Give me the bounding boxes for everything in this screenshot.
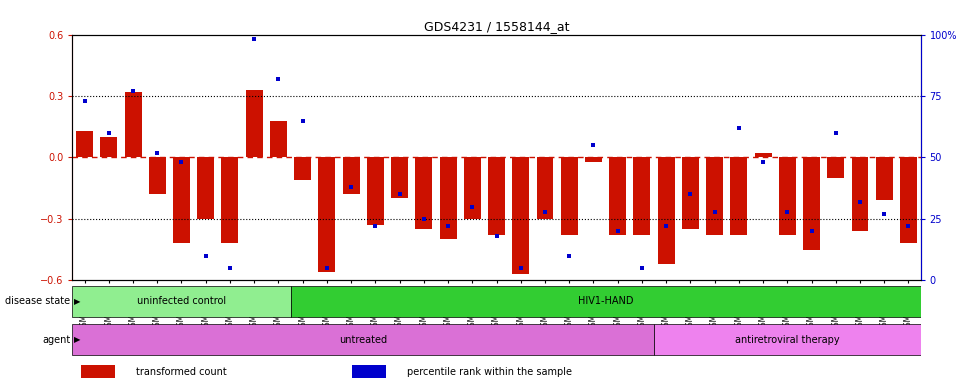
Point <box>804 228 819 234</box>
Bar <box>512 157 529 274</box>
Point <box>707 209 723 215</box>
Bar <box>876 157 893 200</box>
Text: disease state: disease state <box>6 296 71 306</box>
Bar <box>610 157 626 235</box>
Bar <box>319 157 335 272</box>
Bar <box>100 137 117 157</box>
Text: ▶: ▶ <box>74 297 81 306</box>
Point <box>416 216 432 222</box>
Bar <box>367 157 384 225</box>
Bar <box>654 324 921 356</box>
Text: transformed count: transformed count <box>136 366 227 377</box>
Bar <box>81 365 115 378</box>
Point <box>77 98 93 104</box>
Text: antiretroviral therapy: antiretroviral therapy <box>735 335 839 345</box>
Bar <box>353 365 386 378</box>
Text: percentile rank within the sample: percentile rank within the sample <box>408 366 573 377</box>
Bar <box>682 157 698 229</box>
Bar <box>803 157 820 250</box>
Bar <box>730 157 748 235</box>
Point <box>440 223 456 229</box>
Point <box>610 228 625 234</box>
Bar <box>76 131 93 157</box>
Point <box>561 253 577 259</box>
Bar <box>72 286 291 317</box>
Bar <box>270 121 287 157</box>
Bar <box>634 157 650 235</box>
Bar <box>391 157 408 199</box>
Bar <box>173 157 190 243</box>
Point <box>876 211 892 217</box>
Bar <box>754 153 772 157</box>
Bar <box>149 157 166 194</box>
Point <box>659 223 674 229</box>
Text: agent: agent <box>43 335 71 345</box>
Bar <box>900 157 917 243</box>
Text: HIV1-HAND: HIV1-HAND <box>578 296 634 306</box>
Point <box>198 253 213 259</box>
Bar <box>291 286 921 317</box>
Bar <box>295 157 311 180</box>
Bar <box>852 157 868 231</box>
Point <box>222 265 238 271</box>
Point <box>489 233 504 239</box>
Bar <box>536 157 554 219</box>
Point <box>755 159 771 166</box>
Text: uninfected control: uninfected control <box>137 296 226 306</box>
Point <box>126 88 141 94</box>
Bar <box>197 157 214 219</box>
Point <box>343 184 358 190</box>
Point <box>368 223 384 229</box>
Bar <box>221 157 239 243</box>
Bar <box>706 157 724 235</box>
Bar <box>779 157 796 235</box>
Point <box>174 159 189 166</box>
Point <box>101 130 117 136</box>
Point <box>731 125 747 131</box>
Point <box>828 130 843 136</box>
Point <box>537 209 553 215</box>
Bar <box>125 92 141 157</box>
Point <box>780 209 795 215</box>
Bar <box>343 157 359 194</box>
Bar <box>72 324 654 356</box>
Bar <box>415 157 433 229</box>
Bar <box>488 157 505 235</box>
Bar <box>658 157 674 264</box>
Title: GDS4231 / 1558144_at: GDS4231 / 1558144_at <box>424 20 569 33</box>
Point <box>852 199 867 205</box>
Point <box>585 142 601 148</box>
Point <box>635 265 650 271</box>
Bar <box>560 157 578 235</box>
Point <box>900 223 916 229</box>
Bar <box>440 157 457 239</box>
Point <box>295 118 310 124</box>
Point <box>319 265 334 271</box>
Point <box>270 76 286 82</box>
Point <box>513 265 528 271</box>
Bar <box>245 90 263 157</box>
Point <box>246 36 262 43</box>
Text: ▶: ▶ <box>74 335 81 344</box>
Point <box>683 191 698 197</box>
Bar <box>585 157 602 162</box>
Bar <box>464 157 481 219</box>
Point <box>392 191 408 197</box>
Point <box>150 149 165 156</box>
Bar <box>827 157 844 178</box>
Point <box>465 204 480 210</box>
Text: untreated: untreated <box>339 335 387 345</box>
